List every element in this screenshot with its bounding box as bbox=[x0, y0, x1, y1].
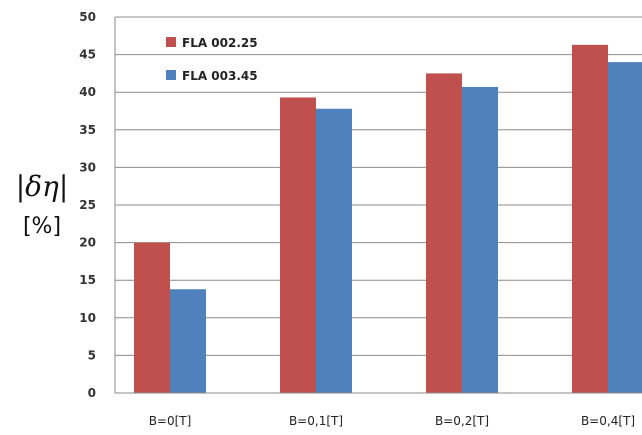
y-tick-label: 45 bbox=[79, 48, 96, 62]
y-tick-label: 20 bbox=[79, 236, 96, 250]
legend-swatch bbox=[166, 70, 176, 80]
y-tick-label: 0 bbox=[88, 386, 96, 400]
y-tick-label: 25 bbox=[79, 198, 96, 212]
bar-series1 bbox=[572, 44, 608, 393]
bar-series1 bbox=[426, 73, 462, 394]
legend-label: FLA 002.25 bbox=[182, 36, 258, 50]
y-axis-unit: [%] bbox=[23, 214, 61, 239]
y-tick-label: 10 bbox=[79, 311, 96, 325]
y-axis-title: |δη| [%] bbox=[16, 170, 69, 239]
y-tick-label: 30 bbox=[79, 160, 96, 174]
y-tick-label: 40 bbox=[79, 85, 96, 99]
y-tick-labels: 0 5 10 15 20 25 30 35 40 45 50 bbox=[79, 10, 96, 400]
legend: FLA 002.25 FLA 003.45 bbox=[166, 36, 258, 83]
bars bbox=[134, 44, 642, 394]
y-tick-label: 15 bbox=[79, 273, 96, 287]
bar-series2 bbox=[608, 62, 642, 394]
x-category-labels: B=0[T] B=0,1[T] B=0,2[T] B=0,4[T] bbox=[149, 414, 635, 428]
x-category-label: B=0,2[T] bbox=[435, 414, 489, 428]
x-category-label: B=0,1[T] bbox=[289, 414, 343, 428]
y-axis-symbol: |δη| bbox=[16, 170, 69, 203]
bar-series2 bbox=[316, 108, 352, 393]
y-tick-label: 5 bbox=[88, 348, 96, 362]
bar-series1 bbox=[280, 97, 316, 394]
bar-series2 bbox=[170, 289, 206, 393]
legend-swatch bbox=[166, 37, 176, 47]
y-tick-label: 50 bbox=[79, 10, 96, 24]
axes bbox=[114, 17, 642, 394]
bar-series2 bbox=[462, 86, 498, 393]
x-category-label: B=0[T] bbox=[149, 414, 192, 428]
legend-label: FLA 003.45 bbox=[182, 69, 258, 83]
bar-series1 bbox=[134, 242, 170, 393]
x-category-label: B=0,4[T] bbox=[581, 414, 635, 428]
y-tick-label: 35 bbox=[79, 123, 96, 137]
